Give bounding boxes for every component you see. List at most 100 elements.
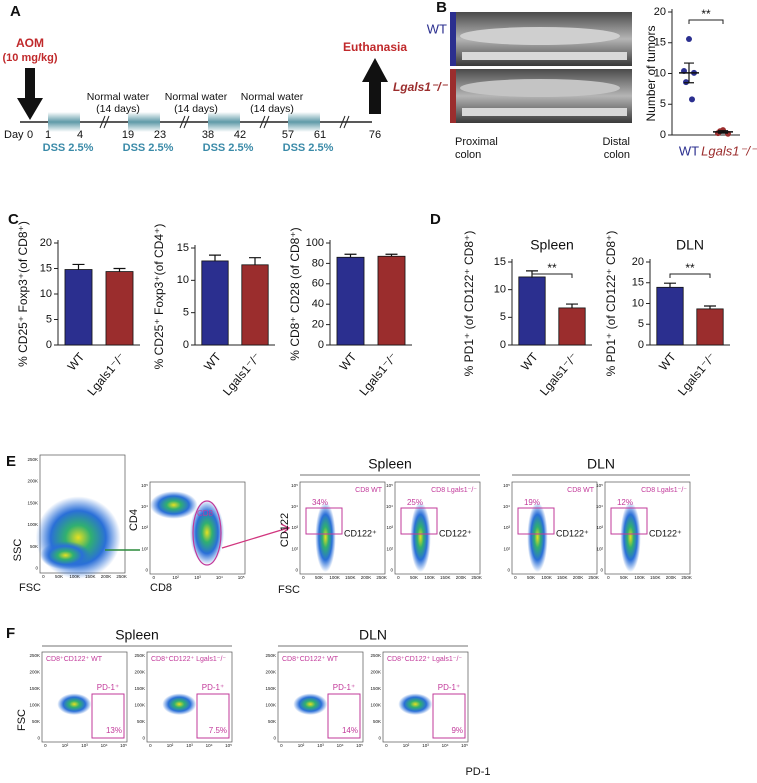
flow-tick: 10⁴ — [101, 743, 108, 748]
flow-tick: 10³ — [186, 743, 193, 748]
flow-tick: 150K — [557, 575, 568, 580]
flow-tick: 0 — [302, 575, 305, 580]
group-title: Spleen — [115, 627, 159, 643]
flow-tick: 0 — [607, 575, 610, 580]
flow-tick: 0 — [390, 568, 393, 573]
dss-block — [128, 112, 160, 132]
day: 57 — [282, 129, 294, 141]
x-tick-label: WT — [656, 349, 679, 373]
chart-title: Spleen — [530, 237, 574, 253]
flow-tick: 200K — [573, 575, 584, 580]
dss-block — [48, 112, 80, 132]
flow-tick: 100K — [27, 522, 38, 527]
axis-label: CD4 — [128, 509, 140, 531]
flow-tick: 0 — [280, 743, 283, 748]
axis-label: PD-1 — [465, 766, 490, 778]
flow-tick: 0 — [385, 743, 388, 748]
flow-tick: 100K — [541, 575, 552, 580]
day: 1 — [45, 129, 51, 141]
y-axis-label: % PD1⁺ (of CD122⁺ CD8⁺) — [462, 231, 476, 377]
y-tick-label: 15 — [654, 37, 666, 49]
panel-label: A — [10, 3, 21, 20]
flow-tick: 10² — [386, 546, 393, 551]
flow-tick: 10⁵ — [596, 483, 603, 488]
y-tick-label: 15 — [177, 242, 189, 254]
y-tick-label: 5 — [638, 318, 644, 330]
gate-label: CD122⁺ — [649, 528, 682, 538]
bar — [241, 264, 269, 346]
x-tick-label: WT — [679, 143, 699, 158]
percentage: 13% — [106, 726, 122, 735]
flow-tick: 0 — [507, 568, 510, 573]
flow-tick: 250K — [588, 575, 599, 580]
flow-tick: 100K — [265, 702, 276, 707]
x-tick-label: Lgals1⁻/⁻ — [84, 350, 128, 398]
panel-label: F — [6, 625, 15, 642]
gate — [196, 693, 230, 739]
flow-tick: 200K — [27, 479, 38, 484]
flow-tick: 10³ — [141, 525, 148, 530]
flow-tick: 0 — [295, 568, 298, 573]
flow-tick: 10⁵ — [225, 743, 232, 748]
dss-block — [288, 112, 320, 132]
flow-tick: 100K — [634, 575, 645, 580]
day: 76 — [369, 129, 381, 141]
sample-tag: CD8⁺CD122⁺ WT — [46, 656, 103, 663]
flow-tick: 50K — [32, 719, 40, 724]
percentage: 19% — [524, 498, 540, 507]
cell-cloud — [162, 693, 197, 715]
gate — [400, 507, 438, 535]
flow-tick: 10³ — [503, 525, 510, 530]
bar — [64, 269, 93, 346]
y-tick-label: 0 — [183, 339, 189, 351]
error-bar — [209, 254, 221, 261]
y-tick-label: 0 — [638, 339, 644, 351]
break — [99, 115, 106, 129]
x-tick-label: Lgals1⁻/⁻ — [356, 350, 400, 398]
y-tick-label: 15 — [494, 256, 506, 268]
cell-cloud — [40, 541, 91, 570]
flow-tick: 150K — [265, 686, 276, 691]
flow-tick: 200K — [101, 574, 112, 579]
flow-tick: 150K — [345, 575, 356, 580]
bar — [696, 308, 724, 346]
position-label: colon — [604, 149, 630, 161]
break — [263, 115, 270, 129]
flow-tick: 10² — [291, 546, 298, 551]
flow-tick: 250K — [29, 653, 40, 658]
break — [259, 115, 266, 129]
flow-tick: 150K — [85, 574, 96, 579]
gate — [305, 507, 343, 535]
y-axis-label: Number of tumors — [644, 25, 658, 121]
error-bar — [718, 130, 728, 134]
error-bar — [113, 267, 126, 272]
gate — [192, 500, 222, 566]
flow-tick: 10³ — [386, 525, 393, 530]
cell-cloud — [315, 502, 336, 573]
flow-tick: 0 — [600, 568, 603, 573]
flow-tick: 250K — [681, 575, 692, 580]
flow-tick: 150K — [134, 686, 145, 691]
day: 61 — [314, 129, 326, 141]
colon — [460, 79, 620, 97]
flow-tick: 10⁴ — [503, 504, 510, 509]
aom-arrow — [17, 68, 43, 120]
flow-tick: 10⁴ — [141, 504, 148, 509]
x-tick-label: Lgals1⁻/⁻ — [675, 350, 719, 398]
error-bar — [249, 257, 261, 265]
flow-tick: 0 — [37, 736, 40, 741]
row-label: Lgals1⁻/⁻ — [393, 80, 449, 94]
y-axis-label: % CD25⁺ Foxp3⁺(of CD4⁺) — [152, 224, 166, 370]
dss-label: DSS 2.5% — [123, 142, 174, 154]
y-tick-label: 15 — [632, 277, 644, 289]
flow-tick: 10² — [503, 546, 510, 551]
flow-tick: 10³ — [194, 575, 201, 580]
x-tick-label: WT — [65, 349, 88, 373]
y-tick-label: 20 — [654, 6, 666, 18]
significance: ** — [685, 261, 695, 275]
panel-label: E — [6, 453, 16, 470]
day-label: Day — [4, 129, 24, 141]
flow-tick: 10³ — [422, 743, 429, 748]
break — [179, 115, 186, 129]
flow-tick: 10⁴ — [291, 504, 298, 509]
